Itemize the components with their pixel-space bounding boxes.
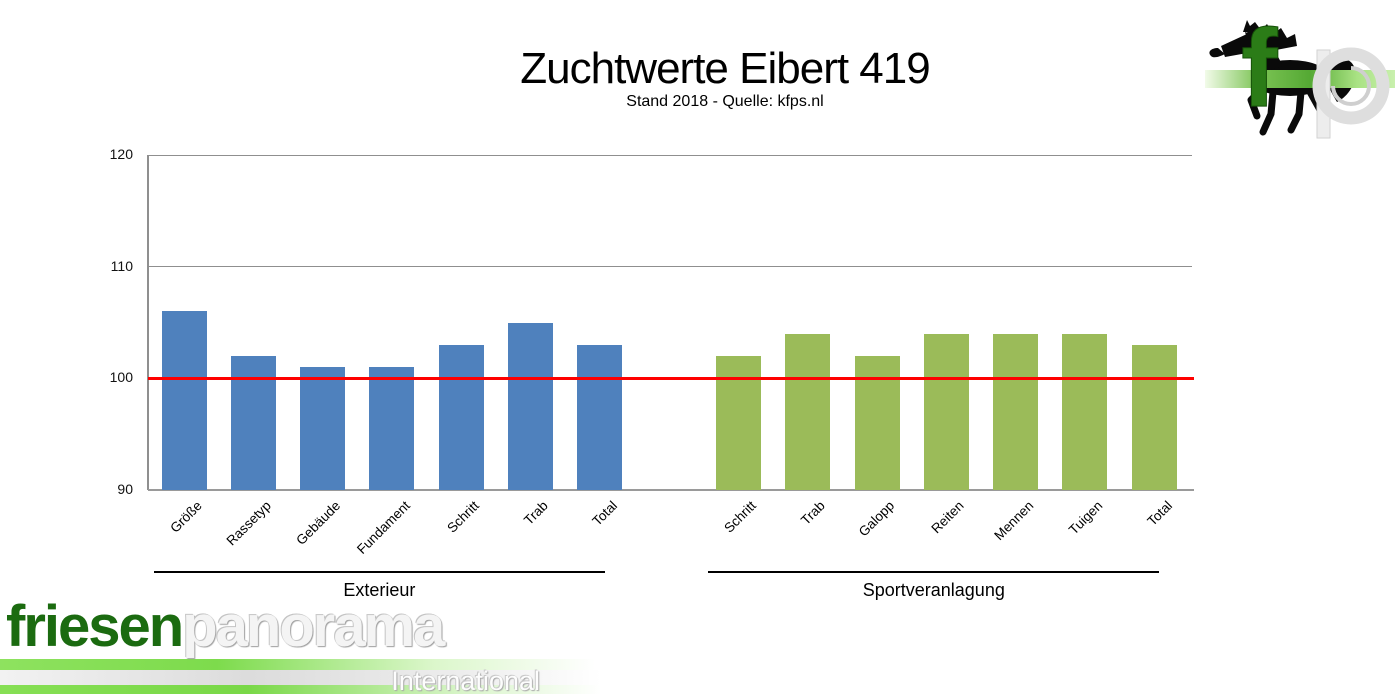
- gridline-120: [148, 154, 1192, 156]
- category-label-rassetyp: Rassetyp: [223, 498, 274, 549]
- category-label-fundament: Fundament: [353, 498, 413, 557]
- watermark-brand: friesenpanorama: [6, 594, 445, 659]
- watermark-brand-friesen: friesen: [6, 594, 184, 659]
- gridline-110: [148, 266, 1192, 268]
- category-label-trab: Trab: [521, 498, 552, 528]
- category-label-schritt: Schritt: [444, 498, 482, 536]
- bar-sportveranlagung-mennen: [993, 333, 1039, 490]
- friesenpanorama-logo: f: [1205, 7, 1395, 139]
- category-label-schritt: Schritt: [721, 498, 760, 536]
- category-label-galopp: Galopp: [856, 498, 898, 540]
- bar-exterieur-fundament: [369, 367, 415, 490]
- y-tick-label-110: 110: [110, 257, 133, 274]
- bar-exterieur-trab: [508, 322, 553, 490]
- watermark-stripe-grey: [0, 670, 620, 685]
- logo-green-band: [1205, 70, 1395, 88]
- category-label-gebäude: Gebäude: [293, 498, 344, 548]
- x-axis-line: [148, 489, 1194, 491]
- bar-exterieur-gebäude: [300, 367, 346, 490]
- category-label-trab: Trab: [798, 498, 829, 528]
- chart-subtitle: Stand 2018 - Quelle: kfps.nl: [626, 93, 824, 110]
- category-label-größe: Größe: [166, 498, 205, 536]
- bar-exterieur-total: [577, 344, 623, 490]
- group-label-exterieur: Exterieur: [343, 580, 416, 600]
- category-label-reiten: Reiten: [928, 498, 967, 537]
- y-tick-label-90: 90: [117, 481, 133, 497]
- watermark-brand-panorama: panorama: [182, 594, 445, 659]
- bar-sportveranlagung-total: [1131, 344, 1177, 490]
- group-underline-sportveranlagung: [708, 571, 1160, 573]
- bar-exterieur-schritt: [438, 344, 484, 490]
- bar-sportveranlagung-trab: [785, 333, 831, 490]
- bar-sportveranlagung-reiten: [923, 333, 969, 490]
- group-underline-exterieur: [154, 571, 605, 573]
- y-tick-label-100: 100: [109, 369, 133, 386]
- letter-p-icon: [1312, 47, 1390, 139]
- bar-sportveranlagung-tuigen: [1062, 333, 1108, 490]
- category-label-total: Total: [1144, 498, 1175, 529]
- group-label-sportveranlagung: Sportveranlagung: [862, 580, 1005, 600]
- reference-line-100: [148, 376, 1194, 380]
- watermark-stripe-green-bottom: [0, 685, 620, 694]
- y-tick-label-120: 120: [109, 146, 133, 162]
- watermark-tagline: International: [391, 666, 540, 696]
- category-label-tuigen: Tuigen: [1066, 498, 1106, 538]
- watermark-stripe-green-top: [0, 659, 620, 670]
- bar-exterieur-größe: [161, 311, 207, 490]
- y-axis-line: [147, 155, 149, 490]
- chart-title: Zuchtwerte Eibert 419: [520, 44, 930, 93]
- category-label-total: Total: [589, 498, 621, 529]
- watermark: friesenpanorama International: [0, 596, 640, 700]
- letter-f-icon: f: [1241, 7, 1278, 130]
- category-label-mennen: Mennen: [991, 498, 1037, 544]
